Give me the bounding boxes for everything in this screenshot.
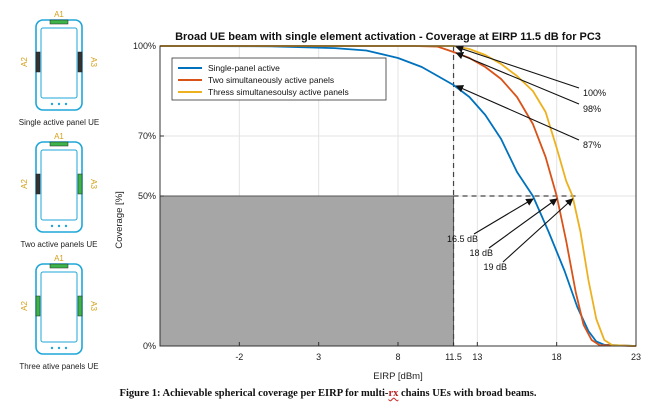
annotation-label-3: 87% — [583, 140, 601, 150]
antenna-a1-1 — [49, 19, 69, 25]
phone-illustrations-svg: A1 A2 A3 Single active panel UE A1 A2 A3 Two ac… — [19, 10, 100, 371]
phone-dot-2-3 — [64, 224, 68, 228]
x-tick-label-6: 23 — [631, 352, 641, 362]
phone-1: A1 A2 A3 Single active panel UE — [19, 10, 100, 127]
x-tick-label-3: 11.5 — [445, 352, 462, 362]
antenna-label-a1-3: A1 — [54, 254, 64, 263]
phone-dot-1-2 — [57, 102, 61, 106]
x-axis-label: EIRP [dBm] — [373, 371, 422, 382]
antenna-a1-2 — [49, 141, 69, 147]
phone-dot-2-1 — [50, 224, 54, 228]
annotation-label-6: 19 dB — [483, 262, 507, 272]
annotation-label-2: 98% — [583, 104, 601, 114]
series-lines — [159, 45, 637, 347]
reference-lines — [452, 46, 576, 346]
antenna-label-a2-2: A2 — [20, 179, 29, 189]
figure-caption-suffix: chains UEs with broad beams. — [398, 388, 537, 399]
coverage-chart: Broad UE beam with single element activa… — [108, 24, 656, 386]
x-tick-label-2: 8 — [395, 352, 400, 362]
antenna-a3-1 — [77, 51, 83, 73]
legend-label-3: Thress simultanesoulsy active panels — [208, 87, 349, 97]
y-tick-label-2: 70% — [138, 131, 156, 141]
phone-caption-1: Single active panel UE — [19, 118, 100, 127]
antenna-a3-3 — [77, 295, 83, 317]
legend-label-1: Single-panel active — [208, 63, 280, 73]
phone-screen-3 — [40, 271, 78, 343]
series-line-2 — [160, 45, 637, 347]
antenna-a3-2 — [77, 173, 83, 195]
phone-caption-2: Two active panels UE — [21, 240, 98, 249]
series-line-1 — [159, 45, 637, 347]
x-tick-label-0: -2 — [235, 352, 243, 362]
x-tick-label-5: 18 — [552, 352, 562, 362]
phone-screen-1 — [40, 27, 78, 99]
shaded-region — [159, 195, 455, 347]
phone-dot-2-2 — [57, 224, 61, 228]
phone-illustrations: A1 A2 A3 Single active panel UE A1 A2 A3 Two ac… — [0, 0, 118, 380]
phone-dot-1-1 — [50, 102, 54, 106]
antenna-label-a3-1: A3 — [89, 57, 98, 67]
antenna-a2-2 — [35, 173, 41, 195]
antenna-label-a2-1: A2 — [20, 57, 29, 67]
annotation-arrow-4 — [473, 198, 534, 235]
antenna-label-a3-2: A3 — [89, 179, 98, 189]
axes — [159, 45, 637, 347]
figure-caption: Figure 1: Achievable spherical coverage … — [0, 388, 656, 399]
y-tick-label-3: 100% — [133, 41, 156, 51]
phone-caption-3: Three ative panels UE — [19, 362, 98, 371]
annotation-label-5: 18 dB — [469, 248, 493, 258]
y-tick-label-1: 50% — [138, 191, 156, 201]
chart-title: Broad UE beam with single element activa… — [175, 31, 601, 43]
phone-dot-1-3 — [64, 102, 68, 106]
annotation-label-1: 100% — [583, 88, 606, 98]
annotation-arrow-2 — [455, 51, 580, 105]
phone-dot-3-3 — [64, 346, 68, 350]
annotation-arrow-3 — [455, 85, 580, 141]
tick-labels: -2 3 8 11.5 13 18 23 0% 50% 70% 100% — [133, 41, 641, 362]
figure-caption-rx: rx — [388, 388, 399, 399]
annotation-arrow-5 — [488, 198, 558, 249]
x-tick-label-1: 3 — [316, 352, 321, 362]
phone-2: A1 A2 A3 Two active panels UE — [20, 132, 98, 249]
antenna-label-a1-2: A1 — [54, 132, 64, 141]
phone-3: A1 A2 A3 Three ative panels UE — [19, 254, 98, 371]
figure-caption-prefix: Figure 1: Achievable spherical coverage … — [119, 388, 389, 399]
annotation-label-4: 16.5 dB — [447, 234, 478, 244]
phone-dot-3-2 — [57, 346, 61, 350]
antenna-a2-3 — [35, 295, 41, 317]
annotation-arrow-1 — [455, 45, 580, 89]
antenna-a1-3 — [49, 263, 69, 269]
antenna-a2-1 — [35, 51, 41, 73]
series-line-3 — [160, 45, 637, 347]
y-axis-label: Coverage [%] — [114, 191, 125, 249]
antenna-label-a2-3: A2 — [20, 301, 29, 311]
phone-dot-3-1 — [50, 346, 54, 350]
annotation-arrow-6 — [502, 198, 574, 263]
phone-screen-2 — [40, 149, 78, 221]
x-tick-label-4: 13 — [472, 352, 482, 362]
antenna-label-a3-3: A3 — [89, 301, 98, 311]
legend-box — [171, 57, 387, 101]
y-tick-label-0: 0% — [143, 341, 156, 351]
annotations: 100% 98% 87% 16.5 dB 18 dB 19 dB — [447, 45, 606, 272]
legend: Single-panel active Two simultaneously ac… — [171, 57, 387, 101]
antenna-label-a1-1: A1 — [54, 10, 64, 19]
shaded-region-rect — [159, 195, 455, 347]
legend-label-2: Two simultaneously active panels — [208, 75, 334, 85]
